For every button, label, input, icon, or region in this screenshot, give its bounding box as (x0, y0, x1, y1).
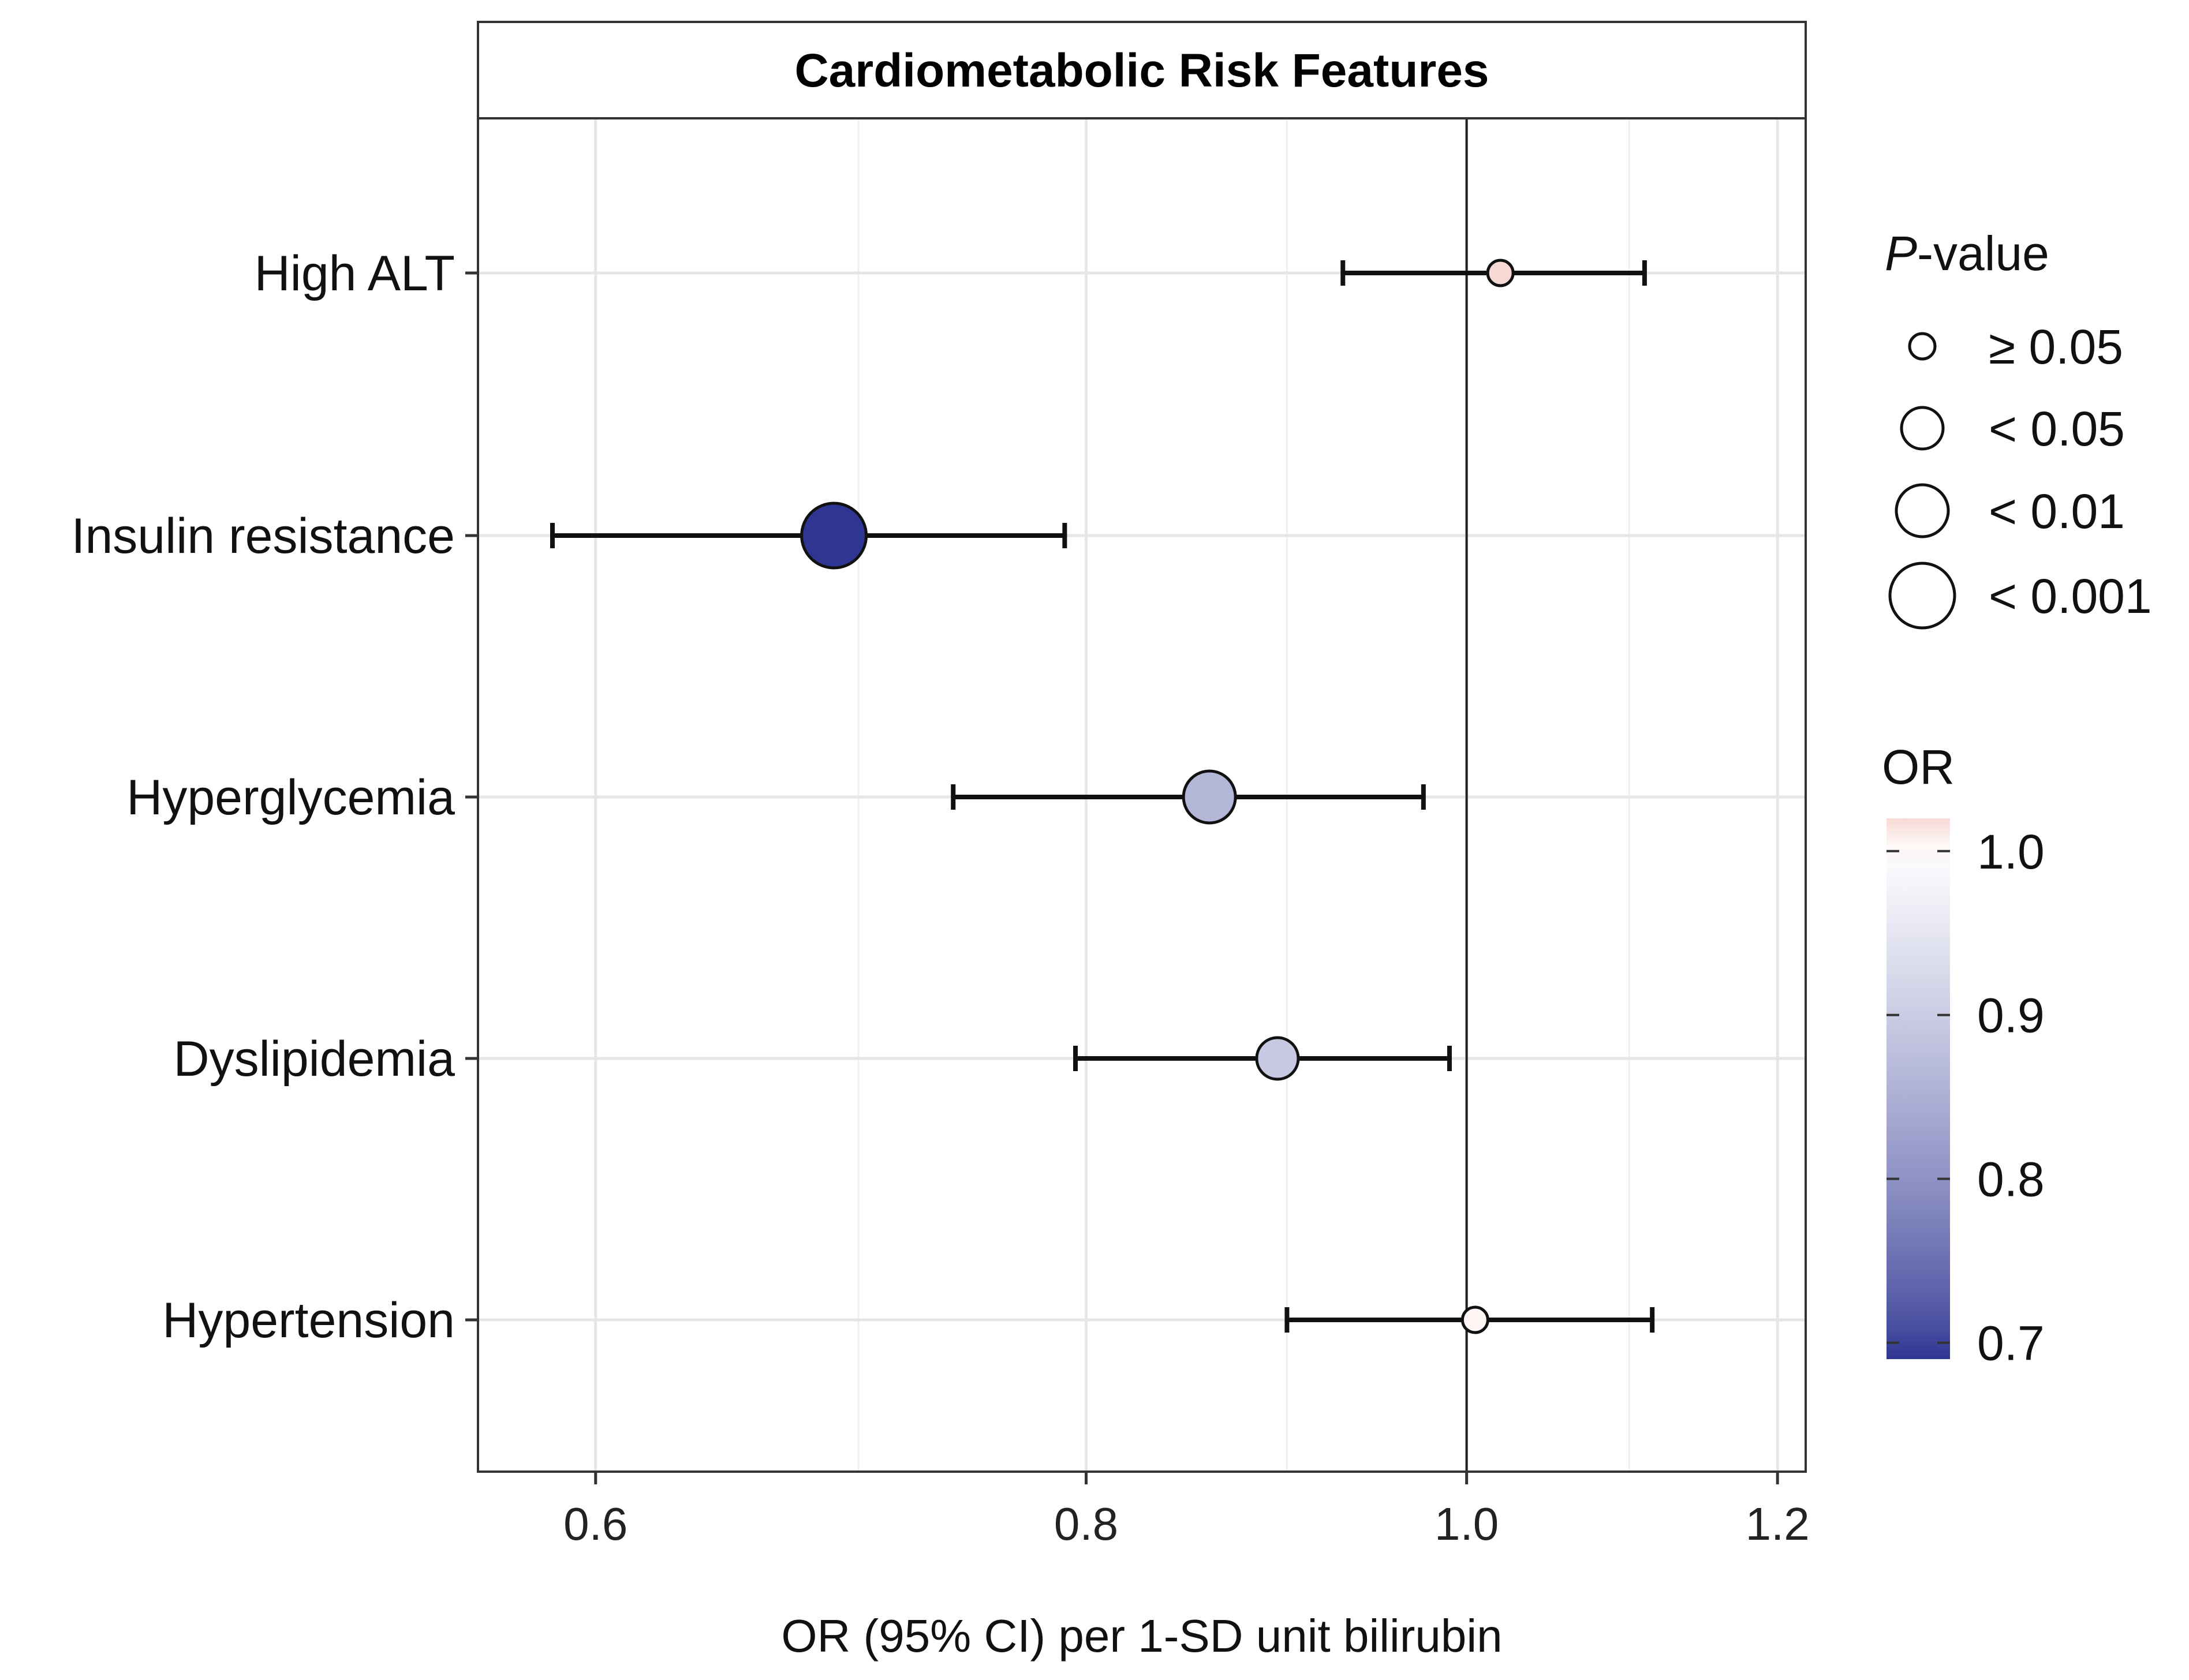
colorbar-tick-label-2: 0.8 (1977, 1153, 2045, 1207)
legend-pvalue-entries: ≥ 0.05 < 0.05 < 0.01 < 0.001 (1888, 320, 2152, 630)
forest-row-4 (1284, 1305, 1655, 1334)
colorbar-tick-label-3: 0.7 (1977, 1316, 2045, 1371)
colorbar-tick-label-1: 0.9 (1977, 989, 2045, 1043)
legend-pvalue-title-italic: P (1885, 226, 1917, 280)
x-tick-label-2: 1.0 (1435, 1498, 1499, 1550)
forest-row-3 (1073, 1036, 1452, 1081)
legend-or: OR 1.0 0.9 0.8 0.7 (1882, 740, 2045, 1371)
or-point (1460, 1305, 1489, 1334)
title-strip: Cardiometabolic Risk Features (477, 21, 1807, 119)
legend-pvalue-label: < 0.001 (1989, 569, 2152, 623)
or-point (1255, 1036, 1300, 1081)
forest-row-2 (951, 769, 1426, 825)
colorbar (1887, 818, 1950, 1359)
or-point (800, 502, 868, 570)
y-label-4: Hypertension (162, 1293, 455, 1348)
legend-pvalue-label: < 0.05 (1989, 402, 2125, 456)
y-label-3: Dyslipidemia (174, 1031, 455, 1087)
legend-pvalue-key-circle (1895, 483, 1950, 538)
x-tick-label-1: 0.8 (1054, 1498, 1118, 1550)
chart-title: Cardiometabolic Risk Features (794, 44, 1489, 97)
or-point (1182, 769, 1237, 825)
legend-pvalue-key-circle (1888, 562, 1956, 630)
legend-pvalue-label: ≥ 0.05 (1989, 320, 2123, 374)
legend-pvalue-entry-3: < 0.001 (1888, 562, 2152, 630)
legend-pvalue-title: P-value (1885, 226, 2049, 280)
x-axis-title: OR (95% CI) per 1-SD unit bilirubin (781, 1610, 1502, 1662)
legend-pvalue-key-circle (1908, 332, 1937, 361)
or-point (1486, 259, 1515, 287)
forest-row-0 (1340, 259, 1647, 287)
x-axis: 0.6 0.8 1.0 1.2 (563, 1472, 1810, 1550)
legend-pvalue-key-circle (1900, 406, 1945, 451)
legend-pvalue-label: < 0.01 (1989, 484, 2125, 538)
data-points (550, 259, 1655, 1334)
legend-pvalue-entry-2: < 0.01 (1895, 483, 2125, 538)
forest-row-1 (550, 502, 1067, 570)
plot-panel (477, 117, 1807, 1473)
colorbar-ticks: 1.0 0.9 0.8 0.7 (1887, 825, 2045, 1371)
title-strip-background (477, 21, 1807, 119)
legend-pvalue-entry-1: < 0.05 (1900, 402, 2125, 456)
x-tick-label-0: 0.6 (563, 1498, 627, 1550)
y-label-0: High ALT (255, 246, 455, 301)
legend-pvalue-entry-0: ≥ 0.05 (1908, 320, 2123, 374)
y-axis-labels: High ALT Insulin resistance Hyperglycemia D… (72, 246, 478, 1348)
x-tick-label-3: 1.2 (1746, 1498, 1810, 1550)
y-label-2: Hyperglycemia (126, 770, 455, 825)
y-label-1: Insulin resistance (72, 508, 455, 564)
legend-or-title: OR (1882, 740, 1955, 794)
legend-pvalue-title-rest: -value (1917, 226, 2049, 280)
legend-pvalue: P-value ≥ 0.05 < 0.05 < 0.01 < 0.001 (1885, 226, 2152, 630)
colorbar-tick-label-0: 1.0 (1977, 825, 2045, 879)
